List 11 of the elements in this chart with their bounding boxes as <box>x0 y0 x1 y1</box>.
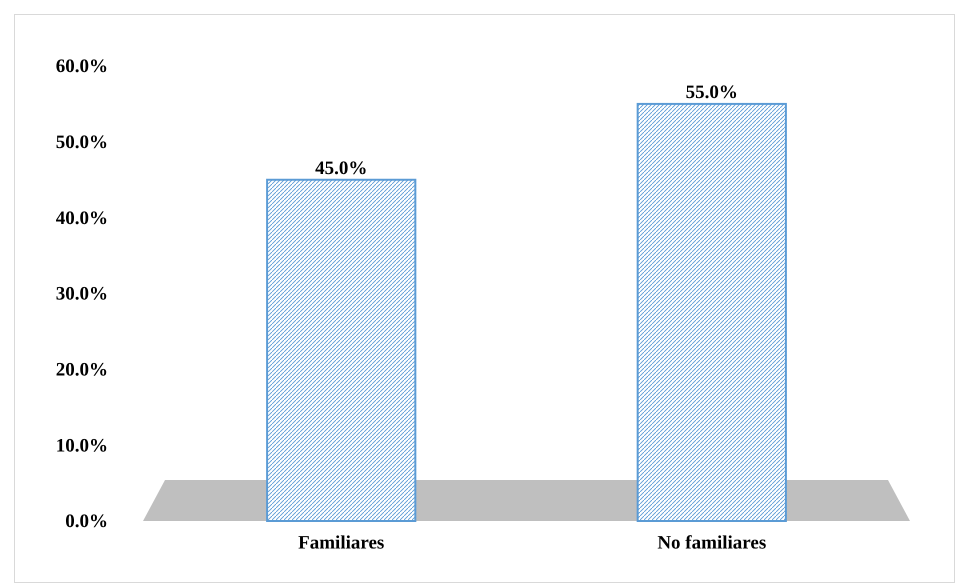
y-tick-label: 60.0% <box>56 56 108 78</box>
y-tick-label: 40.0% <box>56 208 108 229</box>
y-tick-label: 30.0% <box>56 284 108 305</box>
x-tick-label: Familiares <box>298 532 384 554</box>
y-tick-label: 10.0% <box>56 435 108 456</box>
y-tick-label: 20.0% <box>56 359 108 380</box>
data-label: 55.0% <box>686 82 738 103</box>
y-tick-label: 0.0% <box>65 511 108 532</box>
y-tick-label: 50.0% <box>56 132 108 153</box>
x-tick-label: No familiares <box>657 532 766 554</box>
data-label: 45.0% <box>315 158 368 179</box>
